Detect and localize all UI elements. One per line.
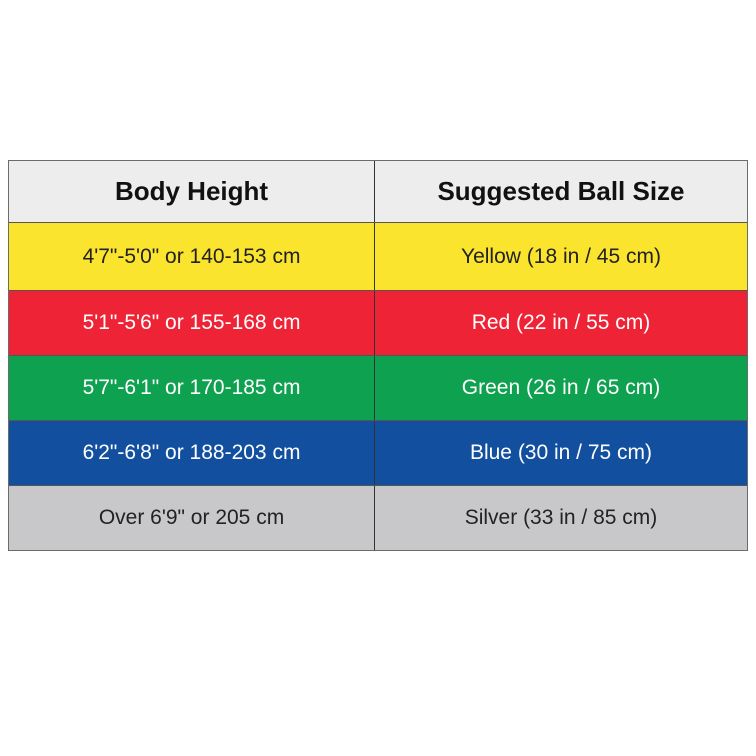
table-row: 6'2"-6'8" or 188-203 cm Blue (30 in / 75 … (9, 421, 747, 486)
body-height-cell: 6'2"-6'8" or 188-203 cm (9, 421, 375, 485)
ball-size-cell: Green (26 in / 65 cm) (461, 376, 661, 399)
body-height-cell: 4'7"-5'0" or 140-153 cm (9, 223, 375, 290)
table-row: Over 6'9" or 205 cm Silver (33 in / 85 cm… (9, 486, 747, 550)
body-height-cell: 5'1"-5'6" or 155-168 cm (9, 291, 375, 355)
ball-size-table: Body Height Suggested Ball Size 4'7"-5'0… (8, 160, 748, 551)
table-row: 5'1"-5'6" or 155-168 cm Red (22 in / 55 c… (9, 291, 747, 356)
table-header-row: Body Height Suggested Ball Size (9, 161, 747, 223)
ball-size-cell: Yellow (18 in / 45 cm) (461, 244, 661, 268)
body-height-cell: 5'7"-6'1" or 170-185 cm (9, 356, 375, 420)
ball-size-cell: Silver (33 in / 85 cm) (464, 506, 658, 529)
header-ball-size: Suggested Ball Size (375, 161, 747, 222)
table-row: 4'7"-5'0" or 140-153 cm Yellow (18 in / 4… (9, 223, 747, 291)
ball-size-cell: Red (22 in / 55 cm) (471, 311, 651, 334)
ball-size-cell: Blue (30 in / 75 cm) (469, 441, 653, 464)
table-row: 5'7"-6'1" or 170-185 cm Green (26 in / 65… (9, 356, 747, 421)
body-height-cell: Over 6'9" or 205 cm (9, 486, 375, 550)
header-body-height: Body Height (9, 161, 375, 222)
